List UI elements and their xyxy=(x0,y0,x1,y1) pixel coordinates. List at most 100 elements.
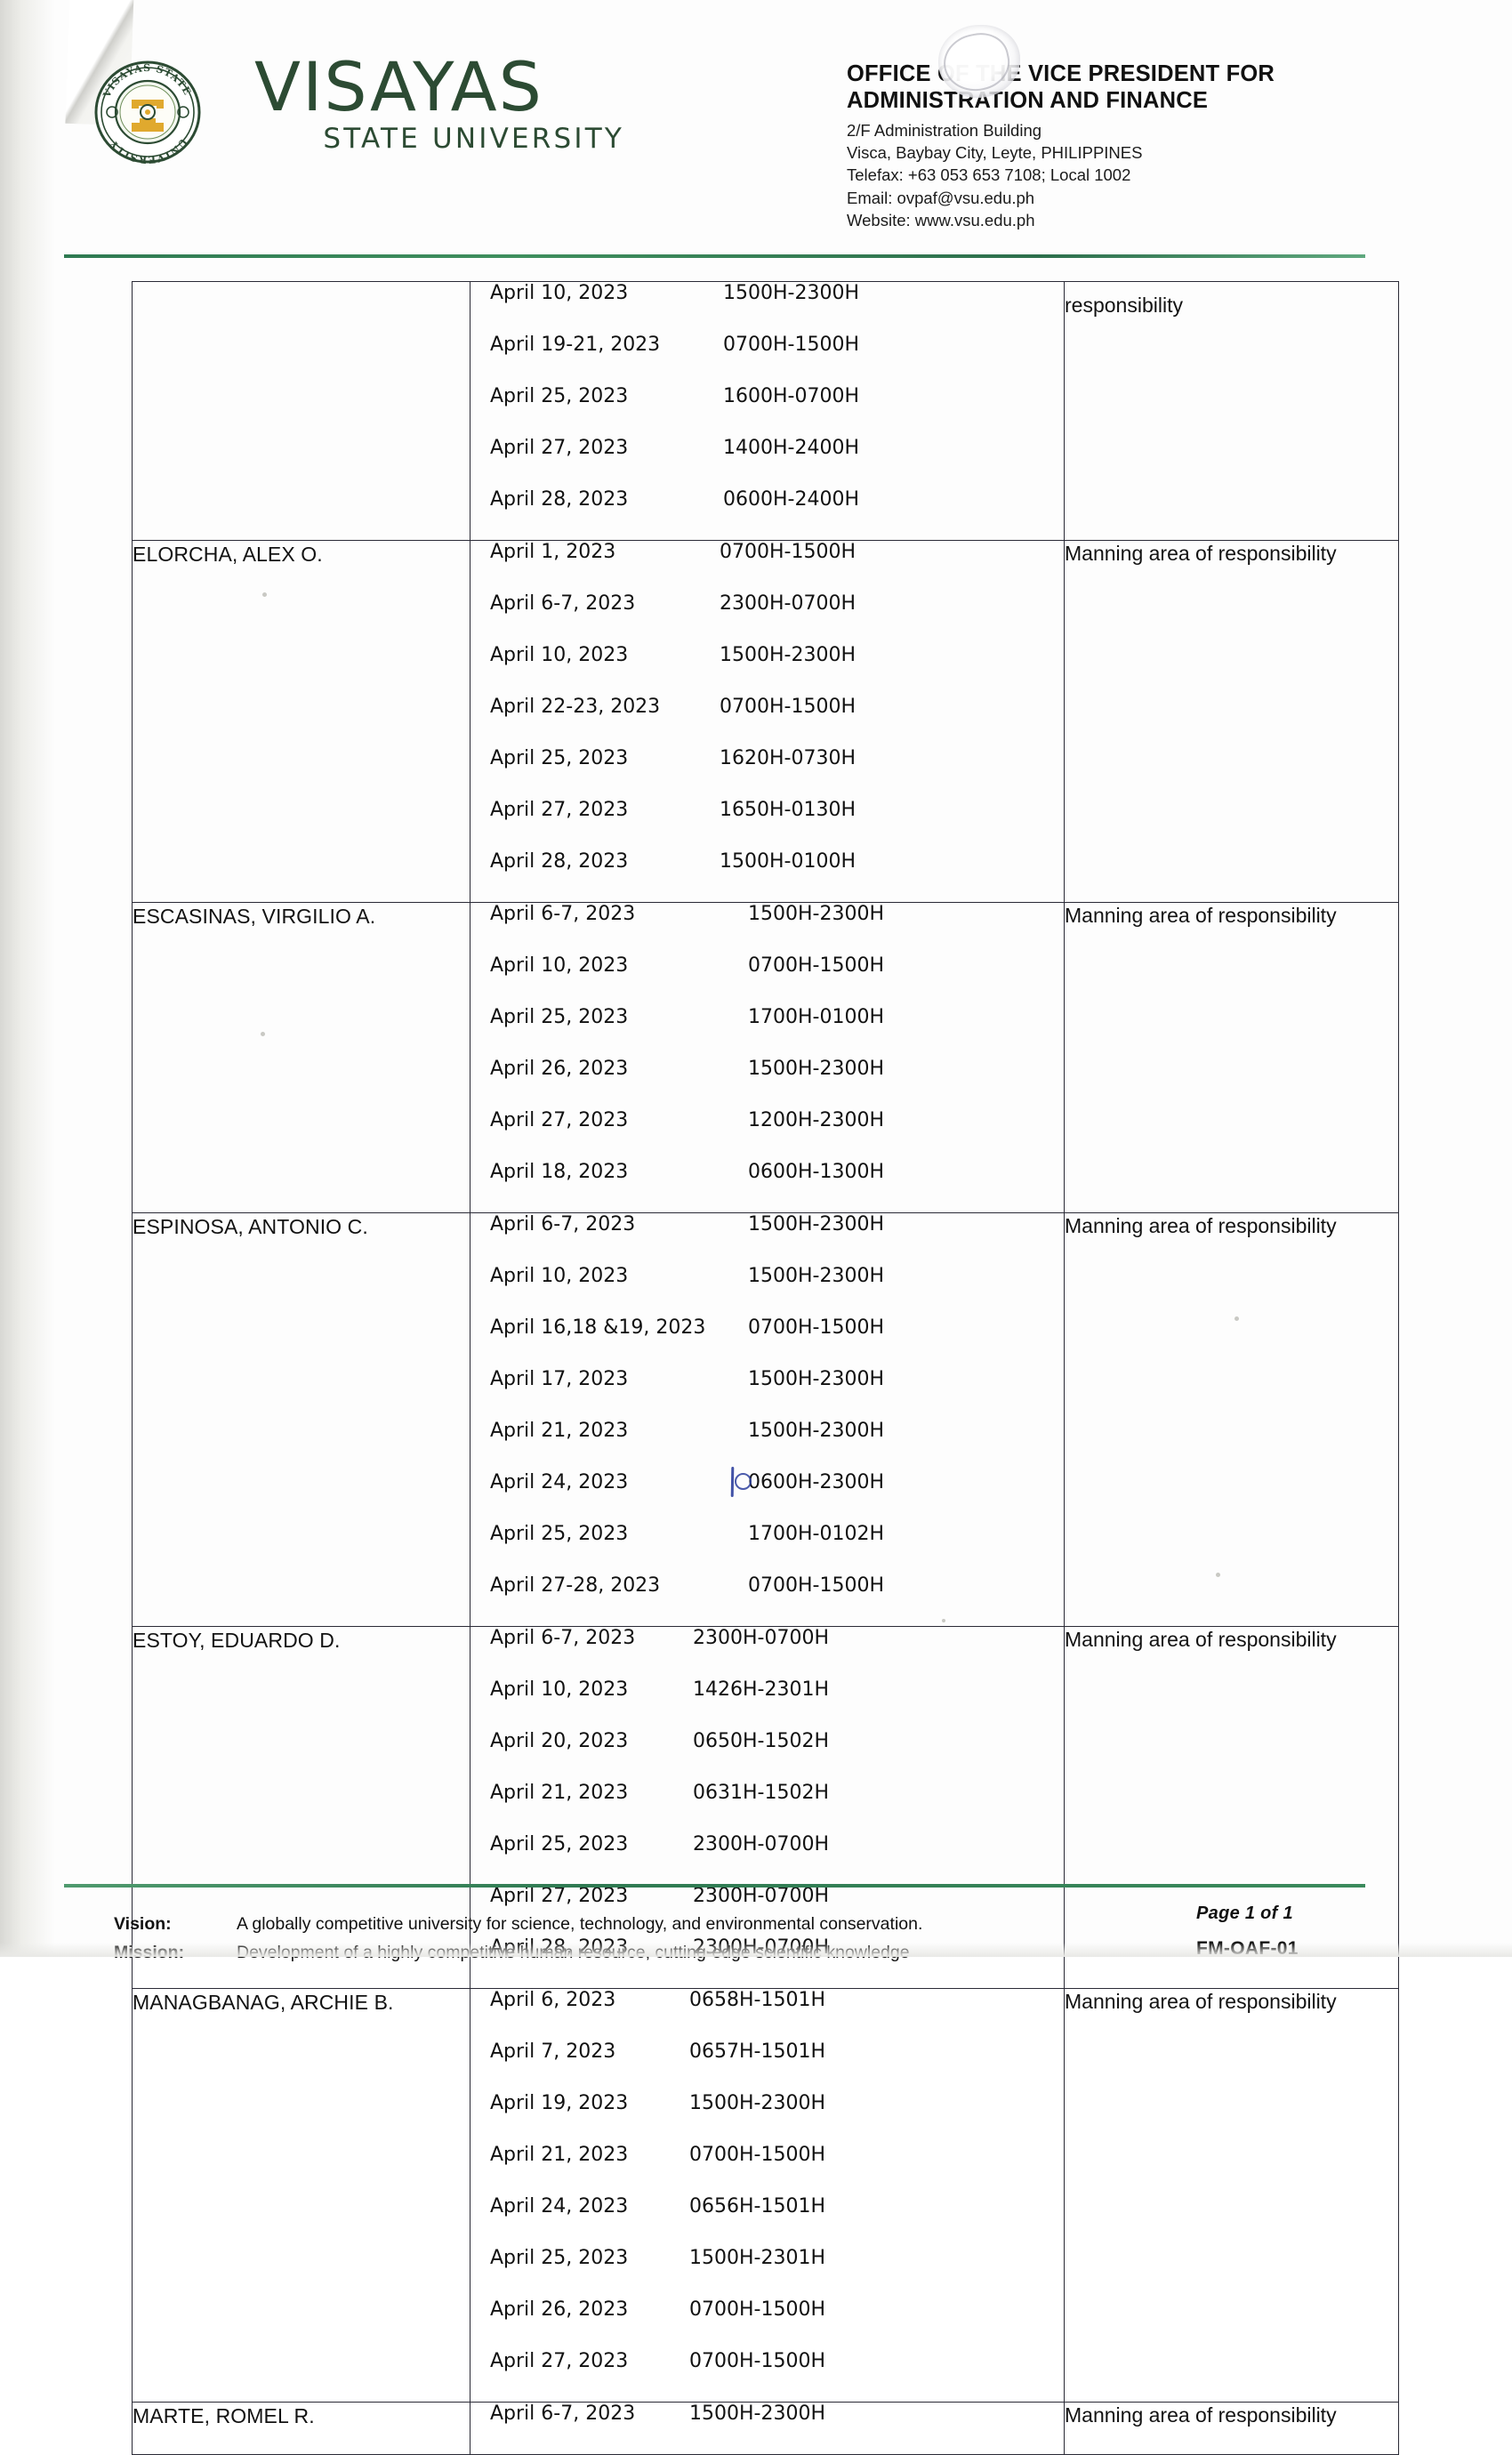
duty-date: April 6-7, 2023 xyxy=(490,592,636,615)
mission-text: Development of a highly competitive huma… xyxy=(237,1942,910,1962)
duty-entry: April 25, 2023 1620H-0730H xyxy=(470,747,1064,799)
duty-date: April 22-23, 2023 xyxy=(490,696,661,718)
duty-entry: April 10, 2023 1500H-2300H xyxy=(470,644,1064,696)
duty-date: April 19, 2023 xyxy=(490,2092,629,2114)
duty-time: 1400H-2400H xyxy=(723,437,860,459)
duty-time: 1650H-0130H xyxy=(720,799,857,821)
duty-time: 1500H-2300H xyxy=(748,1058,885,1080)
duty-entry: April 24, 2023 0600H-2300H xyxy=(470,1471,1064,1523)
duty-date: April 26, 2023 xyxy=(490,2298,629,2321)
duty-entry: April 18, 2023 0600H-1300H xyxy=(470,1161,1064,1212)
duty-time: 0700H-1500H xyxy=(720,541,857,563)
duty-time: 0700H-1500H xyxy=(689,2144,826,2166)
duty-entry: April 21, 2023 1500H-2300H xyxy=(470,1420,1064,1471)
duty-date: April 20, 2023 xyxy=(490,1730,629,1752)
university-wordmark: VISAYAS STATE UNIVERSITY xyxy=(254,47,628,155)
page-indicator: Page 1 of 1 xyxy=(1196,1904,1293,1923)
duty-date: April 25, 2023 xyxy=(490,385,629,407)
responsibility-cell: Manning area of responsibility xyxy=(1064,540,1400,903)
duty-date: April 6-7, 2023 xyxy=(490,1213,636,1236)
duty-entry: April 6-7, 2023 2300H-0700H xyxy=(470,592,1064,644)
duty-entries-cell: April 6, 2023 0658H-1501H April 7, 2023 065… xyxy=(469,1988,1066,2403)
office-website: Website: www.vsu.edu.ph xyxy=(847,210,1035,229)
vision-text: A globally competitive university for sc… xyxy=(237,1914,923,1934)
office-address-line-2: Visca, Baybay City, Leyte, PHILIPPINES xyxy=(847,143,1143,163)
duty-time-annotated: 0600H-2300H xyxy=(734,1471,884,1493)
duty-time: 1500H-0100H xyxy=(720,850,857,873)
duty-time: 2300H-0700H xyxy=(693,1885,830,1907)
duty-time: 0657H-1501H xyxy=(689,2040,826,2063)
duty-entry: April 25, 2023 2300H-0700H xyxy=(470,1833,1064,1885)
duty-date: April 17, 2023 xyxy=(490,1368,629,1390)
responsibility-cell: responsibility xyxy=(1064,281,1400,541)
duty-entry: April 17, 2023 1500H-2300H xyxy=(470,1368,1064,1420)
duty-time: 2300H-0700H xyxy=(693,1833,830,1855)
duty-time: 0700H-1500H xyxy=(720,696,857,718)
duty-entries-cell: April 6-7, 2023 1500H-2300H April 10, 2023… xyxy=(469,902,1066,1213)
duty-time: 0650H-1502H xyxy=(693,1730,830,1752)
duty-date: April 27-28, 2023 xyxy=(490,1574,661,1597)
duty-entry: April 25, 2023 1600H-0700H xyxy=(470,385,1064,437)
responsibility-cell: Manning area of responsibility xyxy=(1064,1988,1400,2403)
duty-time: 1500H-2300H xyxy=(748,1213,885,1236)
duty-entry: April 27, 2023 1650H-0130H xyxy=(470,799,1064,850)
duty-entry: April 6, 2023 0658H-1501H xyxy=(470,1989,1064,2040)
duty-time: 1500H-2300H xyxy=(748,903,885,925)
mission-line: Mission: Development of a highly competit… xyxy=(114,1939,1163,1968)
duty-date: April 6-7, 2023 xyxy=(490,1627,636,1649)
duty-entries-cell: April 10, 2023 1500H-2300H April 19-21, 20… xyxy=(469,281,1066,541)
duty-entries-cell: April 1, 2023 0700H-1500H April 6-7, 2023 2… xyxy=(469,540,1066,903)
duty-entries-cell: April 6-7, 2023 2300H-0700H April 10, 2023… xyxy=(469,1626,1066,1989)
duty-entry: April 10, 2023 1500H-2300H xyxy=(470,1265,1064,1316)
duty-time: 1700H-0102H xyxy=(748,1523,885,1545)
duty-entry: April 22-23, 2023 0700H-1500H xyxy=(470,696,1064,747)
responsibility-cell: Manning area of responsibility xyxy=(1064,1212,1400,1627)
vision-mission-block: Vision: A globally competitive university… xyxy=(114,1911,1163,1967)
office-telefax: Telefax: +63 053 653 7108; Local 1002 xyxy=(847,165,1131,185)
duty-date: April 26, 2023 xyxy=(490,1058,629,1080)
duty-date: April 27, 2023 xyxy=(490,1109,629,1131)
wordmark-visayas: VISAYAS xyxy=(254,47,543,126)
scan-edge-shadow xyxy=(0,0,55,1957)
duty-time: 0700H-1500H xyxy=(748,954,885,977)
duty-entry: April 6-7, 2023 1500H-2300H xyxy=(470,1213,1064,1265)
duty-entries-cell: April 6-7, 2023 1500H-2300H xyxy=(469,2402,1066,2455)
duty-entry: April 27-28, 2023 0700H-1500H xyxy=(470,1574,1064,1626)
duty-time: 1500H-2300H xyxy=(720,644,857,666)
duty-date: April 19-21, 2023 xyxy=(490,334,661,356)
header-divider xyxy=(64,254,1365,258)
duty-entry: April 25, 2023 1500H-2301H xyxy=(470,2247,1064,2298)
vision-line: Vision: A globally competitive university… xyxy=(114,1911,1163,1939)
duty-time: 1500H-2300H xyxy=(748,1368,885,1390)
duty-time: 0700H-1500H xyxy=(689,2298,826,2321)
duty-date: April 7, 2023 xyxy=(490,2040,616,2063)
duty-time: 0700H-1500H xyxy=(689,2350,826,2372)
vision-label: Vision: xyxy=(114,1914,172,1934)
duty-time: 2300H-0700H xyxy=(693,1627,830,1649)
duty-entry: April 25, 2023 1700H-0102H xyxy=(470,1523,1064,1574)
duty-entries-cell: April 6-7, 2023 1500H-2300H April 10, 2023… xyxy=(469,1212,1066,1627)
duty-date: April 10, 2023 xyxy=(490,644,629,666)
duty-time: 1200H-2300H xyxy=(748,1109,885,1131)
duty-date: April 10, 2023 xyxy=(490,1265,629,1287)
duty-time: 1500H-2300H xyxy=(689,2092,826,2114)
duty-time: 2300H-0700H xyxy=(720,592,857,615)
duty-entry: April 20, 2023 0650H-1502H xyxy=(470,1730,1064,1782)
responsibility-cell: Manning area of responsibility xyxy=(1064,902,1400,1213)
table-row: ELORCHA, ALEX O. April 1, 2023 0700H-1500H… xyxy=(132,540,1400,903)
duty-date: April 28, 2023 xyxy=(490,850,629,873)
duty-date: April 25, 2023 xyxy=(490,1006,629,1028)
duty-time: 0656H-1501H xyxy=(689,2195,826,2218)
duty-time: 1500H-2301H xyxy=(689,2247,826,2269)
duty-entry: April 16,18 &19, 2023 0700H-1500H xyxy=(470,1316,1064,1368)
duty-time: 0700H-1500H xyxy=(748,1316,885,1339)
footer-meta: Page 1 of 1 FM-OAF-01 xyxy=(1196,1904,1410,1960)
duty-entry: April 19-21, 2023 0700H-1500H xyxy=(470,334,1064,385)
duty-time: 0600H-1300H xyxy=(748,1161,885,1183)
duty-date: April 28, 2023 xyxy=(490,488,629,511)
duty-date: April 16,18 &19, 2023 xyxy=(490,1316,706,1339)
duty-date: April 27, 2023 xyxy=(490,799,629,821)
duty-entry: April 28, 2023 0600H-2400H xyxy=(470,488,1064,540)
duty-time: 1600H-0700H xyxy=(723,385,860,407)
duty-entry: April 21, 2023 0631H-1502H xyxy=(470,1782,1064,1833)
